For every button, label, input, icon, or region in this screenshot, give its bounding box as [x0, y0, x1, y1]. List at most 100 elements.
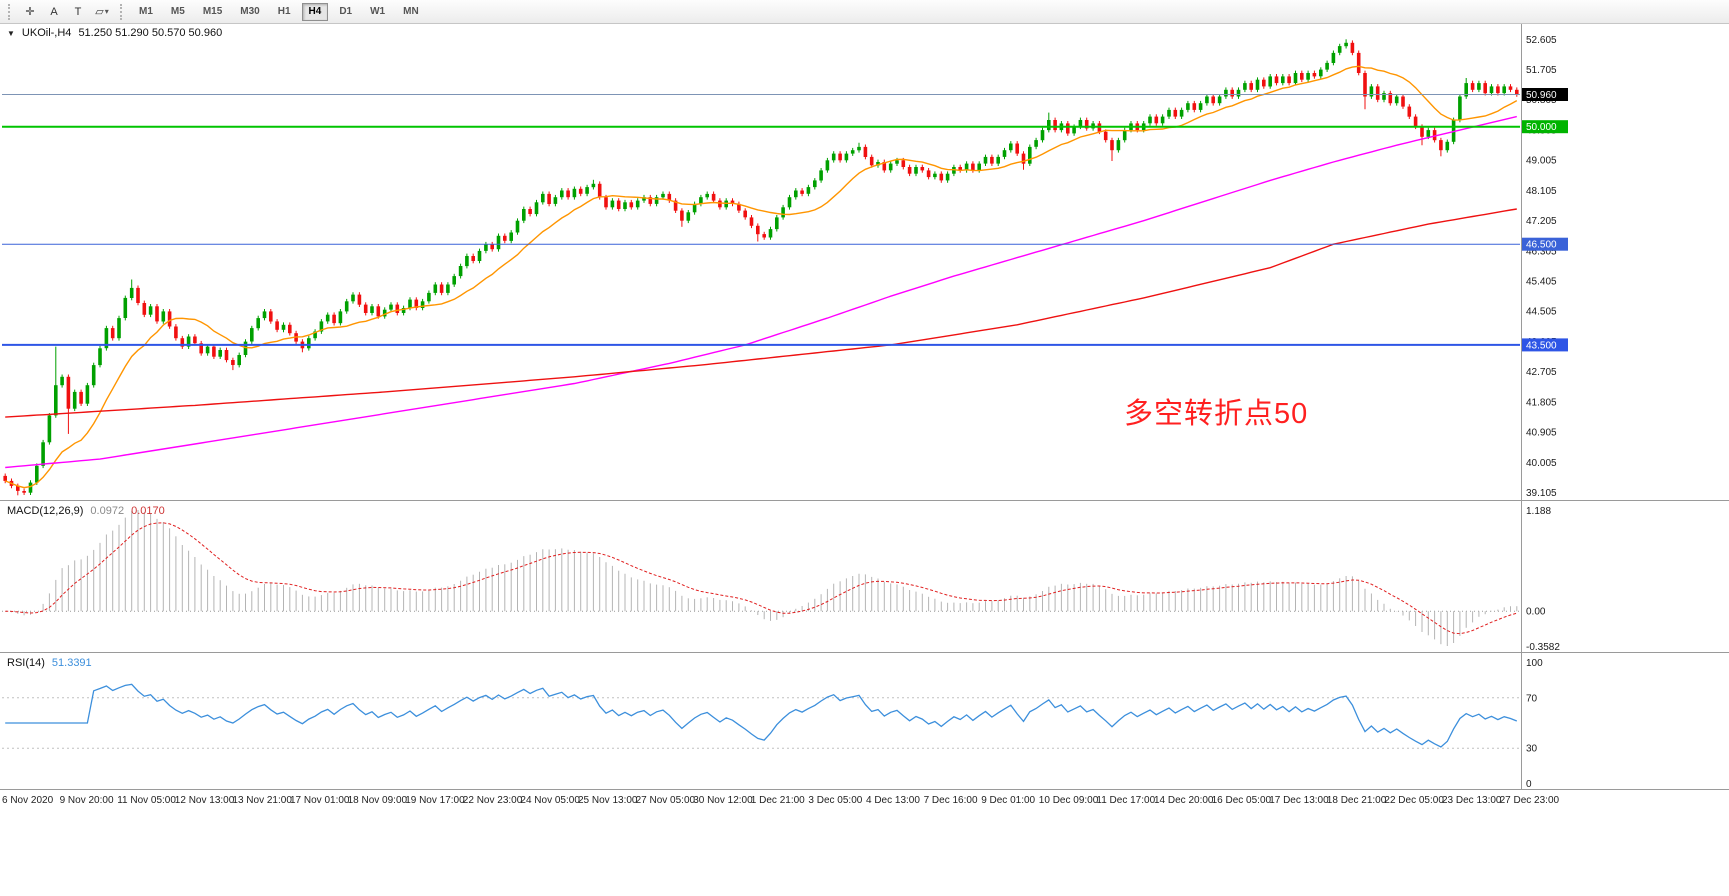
svg-text:100: 100 — [1526, 658, 1543, 669]
price-badge — [1522, 88, 1568, 101]
text-label-tool-button[interactable]: T — [67, 2, 89, 22]
price-chart-panel[interactable]: 52.60551.70550.80549.90549.00548.10547.2… — [0, 24, 1729, 500]
time-axis-label: 18 Nov 09:00 — [347, 795, 408, 806]
text-tool-icon: A — [50, 5, 58, 18]
time-axis[interactable]: 6 Nov 2020 9 Nov 20:00 11 Nov 05:00 12 Nov … — [0, 792, 1729, 810]
time-axis-label: 9 Nov 20:00 — [59, 795, 114, 806]
svg-text:46.500: 46.500 — [1526, 240, 1557, 251]
chart-ohlc-values: 51.250 51.290 50.570 50.960 — [78, 27, 223, 39]
svg-text:70: 70 — [1526, 693, 1538, 704]
text-label-tool-icon: T — [74, 5, 82, 18]
panel-separator[interactable] — [0, 652, 1729, 654]
chart-annotation-text[interactable]: 多空转折点50 — [1124, 398, 1309, 430]
price-badge — [1522, 338, 1568, 352]
svg-text:47.205: 47.205 — [1526, 216, 1557, 227]
time-axis-label: 10 Dec 09:00 — [1038, 795, 1099, 806]
macd-histogram — [11, 510, 1518, 646]
svg-text:42.705: 42.705 — [1526, 367, 1557, 378]
svg-text:-0.3582: -0.3582 — [1526, 642, 1560, 652]
svg-text:52.605: 52.605 — [1526, 35, 1557, 46]
svg-text:40.905: 40.905 — [1526, 428, 1557, 439]
timeframe-w1-button[interactable]: W1 — [363, 3, 392, 21]
svg-text:51.705: 51.705 — [1526, 65, 1557, 76]
svg-text:49.005: 49.005 — [1526, 156, 1557, 167]
svg-text:40.005: 40.005 — [1526, 458, 1557, 469]
rsi-axis[interactable]: 100 70 30 0 — [1526, 658, 1543, 789]
time-axis-label: 6 Nov 2020 — [2, 795, 54, 806]
macd-signal-value: 0.0170 — [131, 505, 165, 517]
chart-symbol-period: UKOil-,H4 — [21, 27, 72, 39]
panel-separator[interactable] — [0, 500, 1729, 502]
macd-panel[interactable]: 1.188 0.00 -0.3582 — [0, 502, 1729, 652]
time-axis-label: 3 Dec 05:00 — [808, 795, 863, 806]
time-axis-label: 27 Dec 23:00 — [1499, 795, 1560, 806]
price-badge — [1522, 237, 1568, 251]
toolbar-grip[interactable] — [120, 3, 124, 20]
time-axis-label: 22 Nov 23:00 — [462, 795, 523, 806]
svg-text:41.805: 41.805 — [1526, 397, 1557, 408]
svg-text:50.000: 50.000 — [1526, 122, 1557, 133]
crosshair-tool-icon: ✛ — [25, 6, 35, 18]
rsi-panel[interactable]: 100 70 30 0 — [0, 654, 1729, 789]
svg-text:0.00: 0.00 — [1526, 607, 1546, 618]
timeframe-d1-button[interactable]: D1 — [332, 3, 359, 21]
shapes-tool-button[interactable]: ▱ ▾ — [91, 2, 113, 22]
price-badge — [1522, 120, 1568, 134]
toolbar: ✛ A T ▱ ▾ M1 M5 M15 M30 H1 H4 D1 W1 MN — [0, 0, 1729, 24]
timeframe-m30-button[interactable]: M30 — [233, 3, 266, 21]
time-axis-label: 14 Dec 20:00 — [1154, 795, 1214, 806]
ma-slow-red-line — [5, 208, 1517, 418]
macd-main-value: 0.0972 — [90, 505, 125, 517]
axis-separator — [0, 789, 1729, 790]
macd-title-bar: MACD(12,26,9) 0.0972 0.0170 — [7, 505, 165, 517]
time-axis-label: 1 Dec 21:00 — [750, 795, 805, 806]
timeframe-mn-button[interactable]: MN — [396, 3, 426, 21]
svg-text:50.960: 50.960 — [1526, 90, 1557, 101]
time-axis-label: 4 Dec 13:00 — [866, 795, 920, 806]
time-axis-label: 12 Nov 13:00 — [174, 795, 235, 806]
macd-axis[interactable]: 1.188 0.00 -0.3582 — [1526, 506, 1560, 652]
time-axis-label: 17 Nov 01:00 — [290, 795, 350, 806]
time-axis-label: 9 Dec 01:00 — [981, 795, 1036, 806]
time-axis-label: 16 Dec 05:00 — [1211, 795, 1272, 806]
time-axis-label: 13 Nov 21:00 — [232, 795, 292, 806]
time-axis-label: 11 Dec 17:00 — [1096, 795, 1156, 806]
rsi-indicator-name: RSI(14) — [7, 657, 45, 669]
svg-text:48.105: 48.105 — [1526, 186, 1557, 197]
svg-text:1.188: 1.188 — [1526, 506, 1551, 517]
svg-text:45.405: 45.405 — [1526, 277, 1557, 288]
time-axis-label: 30 Nov 12:00 — [693, 795, 753, 806]
chart-title-bar: ▼ UKOil-,H4 51.250 51.290 50.570 50.960 — [7, 27, 222, 39]
macd-signal-line — [5, 522, 1517, 635]
rsi-line — [5, 683, 1518, 748]
time-axis-label: 11 Nov 05:00 — [117, 795, 176, 806]
rsi-value: 51.3391 — [51, 657, 92, 669]
toolbar-grip[interactable] — [8, 3, 12, 20]
timeframe-m5-button[interactable]: M5 — [164, 3, 192, 21]
svg-text:0: 0 — [1526, 779, 1532, 789]
timeframe-m1-button[interactable]: M1 — [132, 3, 160, 21]
svg-text:43.500: 43.500 — [1526, 340, 1557, 351]
ma-medium-magenta-line — [5, 115, 1517, 469]
time-axis-label: 27 Nov 05:00 — [635, 795, 696, 806]
candlestick-series — [3, 39, 1519, 496]
rsi-title-bar: RSI(14) 51.3391 — [7, 657, 92, 669]
price-axis[interactable]: 52.60551.70550.80549.90549.00548.10547.2… — [1522, 35, 1568, 499]
time-axis-label: 24 Nov 05:00 — [520, 795, 580, 806]
timeframe-h1-button[interactable]: H1 — [271, 3, 298, 21]
symbol-dropdown-icon[interactable]: ▼ — [7, 28, 15, 38]
crosshair-tool-button[interactable]: ✛ — [19, 2, 41, 22]
time-axis-label: 17 Dec 13:00 — [1269, 795, 1329, 806]
text-tool-button[interactable]: A — [43, 2, 65, 22]
svg-text:44.505: 44.505 — [1526, 307, 1557, 318]
macd-indicator-name: MACD(12,26,9) — [7, 505, 84, 517]
svg-text:46.305: 46.305 — [1526, 246, 1557, 257]
dropdown-caret-icon: ▾ — [104, 7, 109, 16]
chart-window[interactable]: 52.60551.70550.80549.90549.00548.10547.2… — [0, 24, 1729, 896]
timeframe-m15-button[interactable]: M15 — [196, 3, 229, 21]
svg-text:39.105: 39.105 — [1526, 488, 1557, 499]
timeframe-h4-button[interactable]: H4 — [301, 2, 329, 21]
time-axis-label: 23 Dec 13:00 — [1442, 795, 1502, 806]
shapes-tool-icon: ▱ — [95, 6, 104, 18]
